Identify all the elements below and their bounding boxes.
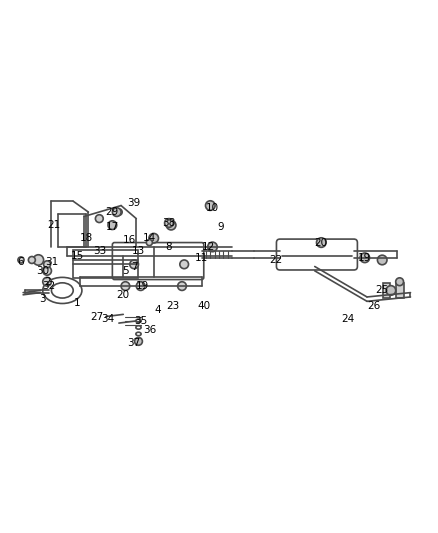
Ellipse shape	[134, 337, 142, 345]
Ellipse shape	[121, 282, 130, 290]
Bar	[383, 283, 391, 298]
Ellipse shape	[178, 282, 186, 290]
Text: 40: 40	[197, 301, 210, 311]
Text: 29: 29	[106, 207, 119, 217]
Ellipse shape	[166, 220, 176, 230]
Text: 34: 34	[101, 314, 115, 324]
Text: 6: 6	[18, 257, 24, 267]
Text: 2: 2	[44, 277, 50, 287]
Text: 15: 15	[71, 251, 84, 261]
Text: 22: 22	[269, 255, 282, 265]
Bar	[396, 283, 403, 298]
Text: 30: 30	[36, 266, 49, 276]
Ellipse shape	[43, 266, 51, 275]
Text: 33: 33	[93, 246, 106, 256]
Ellipse shape	[360, 253, 370, 263]
Ellipse shape	[149, 233, 159, 243]
Ellipse shape	[317, 238, 326, 247]
Text: 19: 19	[358, 253, 371, 263]
Text: 24: 24	[341, 314, 354, 324]
Text: 11: 11	[195, 253, 208, 263]
Text: 8: 8	[166, 242, 172, 252]
Text: 35: 35	[134, 316, 147, 326]
Text: 20: 20	[315, 238, 328, 247]
Text: 3: 3	[39, 294, 46, 304]
Ellipse shape	[205, 201, 215, 211]
Ellipse shape	[18, 257, 24, 263]
Text: 10: 10	[206, 203, 219, 213]
Ellipse shape	[28, 256, 35, 263]
Ellipse shape	[113, 208, 121, 216]
Text: 9: 9	[218, 222, 225, 232]
Ellipse shape	[130, 260, 138, 269]
Text: 12: 12	[201, 242, 215, 252]
Text: 31: 31	[45, 257, 58, 267]
Text: 21: 21	[47, 220, 60, 230]
Ellipse shape	[165, 219, 173, 228]
Bar	[73, 250, 138, 278]
Text: 23: 23	[167, 301, 180, 311]
Text: 32: 32	[42, 281, 56, 291]
Text: 7: 7	[131, 262, 138, 271]
Text: 18: 18	[80, 233, 93, 243]
Ellipse shape	[396, 278, 403, 286]
Text: 5: 5	[122, 266, 129, 276]
Text: 36: 36	[143, 325, 156, 335]
Ellipse shape	[95, 215, 103, 223]
Text: 38: 38	[162, 218, 176, 228]
Text: 20: 20	[117, 290, 130, 300]
Ellipse shape	[33, 255, 44, 265]
Text: 13: 13	[132, 246, 145, 256]
Ellipse shape	[378, 255, 387, 265]
Text: 27: 27	[91, 312, 104, 321]
Text: 25: 25	[375, 286, 389, 295]
Text: 19: 19	[136, 281, 149, 291]
Text: 14: 14	[143, 233, 156, 243]
Ellipse shape	[108, 221, 117, 230]
Ellipse shape	[146, 239, 152, 246]
Ellipse shape	[43, 277, 51, 286]
Ellipse shape	[180, 260, 188, 269]
Ellipse shape	[116, 209, 122, 215]
Text: 17: 17	[106, 222, 119, 232]
Text: 26: 26	[367, 301, 380, 311]
Ellipse shape	[386, 286, 396, 295]
Ellipse shape	[136, 282, 145, 290]
Ellipse shape	[208, 242, 217, 252]
Text: 4: 4	[155, 305, 161, 315]
Ellipse shape	[44, 261, 50, 268]
Text: 37: 37	[127, 338, 141, 348]
Text: 1: 1	[74, 298, 81, 309]
Text: 39: 39	[127, 198, 141, 208]
Text: 16: 16	[123, 236, 136, 245]
